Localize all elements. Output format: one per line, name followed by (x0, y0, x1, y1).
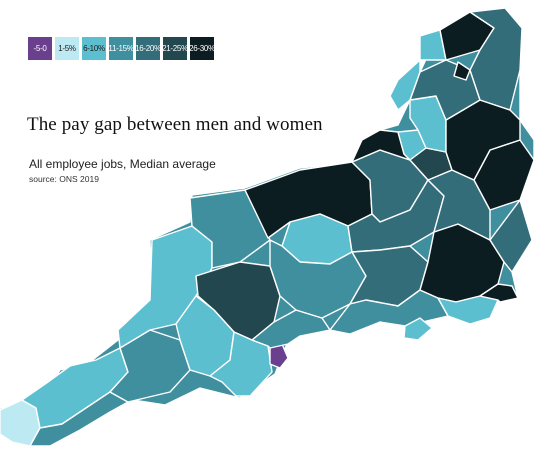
region-east-wiltshire (489, 199, 533, 273)
legend-swatch-4: 16-20% (135, 37, 161, 60)
region-weymouth (403, 317, 433, 341)
legend-swatch-3: 11-15% (108, 37, 134, 60)
map-source: source: ONS 2019 (29, 174, 99, 184)
region-gloucester (453, 61, 471, 81)
region-north-cotswold (469, 7, 523, 111)
region-plymouth (109, 329, 191, 403)
map-title: The pay gap between men and women (27, 114, 323, 135)
map-subtitle: All employee jobs, Median average (29, 157, 216, 171)
region-bournemouth (479, 283, 519, 303)
legend-swatch-0: -5-0 (28, 37, 52, 60)
region-cornwall-south (29, 391, 129, 447)
legend-swatch-2: 6-10% (82, 37, 106, 60)
legend-swatch-5: 21-25% (162, 37, 188, 60)
legend: -5-0 1-5% 6-10% 11-15% 16-20% 21-25% 26-… (28, 37, 217, 60)
legend-swatch-6: 26-30% (189, 37, 215, 60)
region-poole (437, 295, 499, 325)
legend-swatch-1: 1-5% (55, 37, 79, 60)
